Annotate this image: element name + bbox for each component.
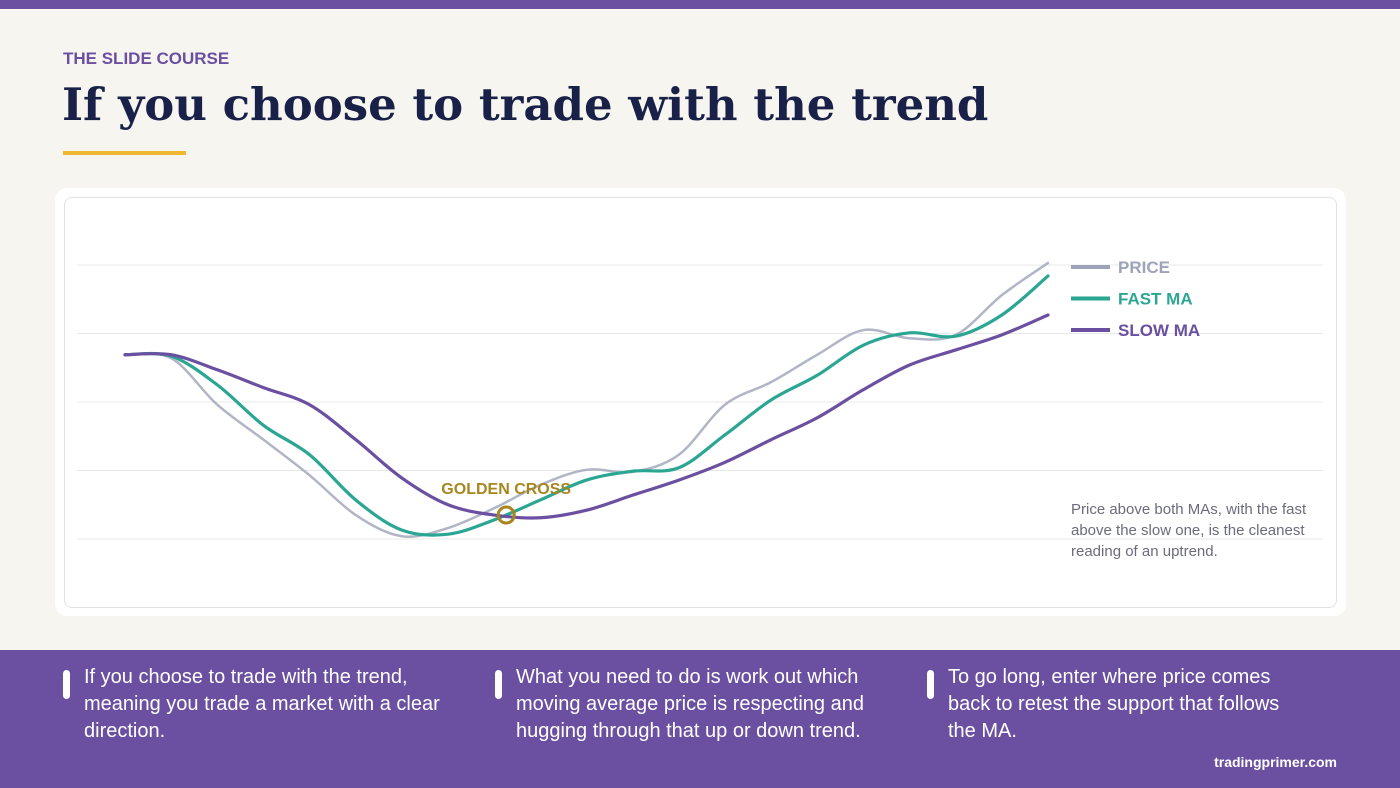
point-text: To go long, enter where price comes back…: [948, 666, 1280, 742]
bullet: [63, 670, 70, 699]
point-text: If you choose to trade with the trend, m…: [84, 666, 440, 742]
series-line: [123, 261, 1050, 538]
golden-cross-marker: [496, 505, 516, 525]
series-line: [123, 274, 1050, 537]
top-bar: [0, 0, 1400, 9]
chart-note: Price above both MAs, with the fast abov…: [1071, 501, 1307, 560]
point: If you choose to trade with the trend, m…: [63, 664, 444, 745]
bullet: [927, 670, 934, 699]
point-text: What you need to do is work out which mo…: [516, 666, 864, 742]
legend-label: FAST MA: [1118, 290, 1193, 309]
bottom-band: [0, 650, 1400, 788]
series-line: [123, 313, 1050, 520]
point: To go long, enter where price comes back…: [927, 664, 1308, 745]
point: What you need to do is work out which mo…: [495, 664, 876, 745]
annotation-label: GOLDEN CROSS: [441, 481, 571, 498]
legend-label: SLOW MA: [1118, 321, 1200, 340]
footer: tradingprimer.com: [1214, 754, 1337, 770]
bullet: [495, 670, 502, 699]
title-underline: [63, 151, 186, 155]
title: If you choose to trade with the trend: [62, 78, 989, 131]
kicker: THE SLIDE COURSE: [63, 49, 230, 68]
chart-frame: [64, 197, 1337, 608]
legend-label: PRICE: [1118, 258, 1170, 277]
